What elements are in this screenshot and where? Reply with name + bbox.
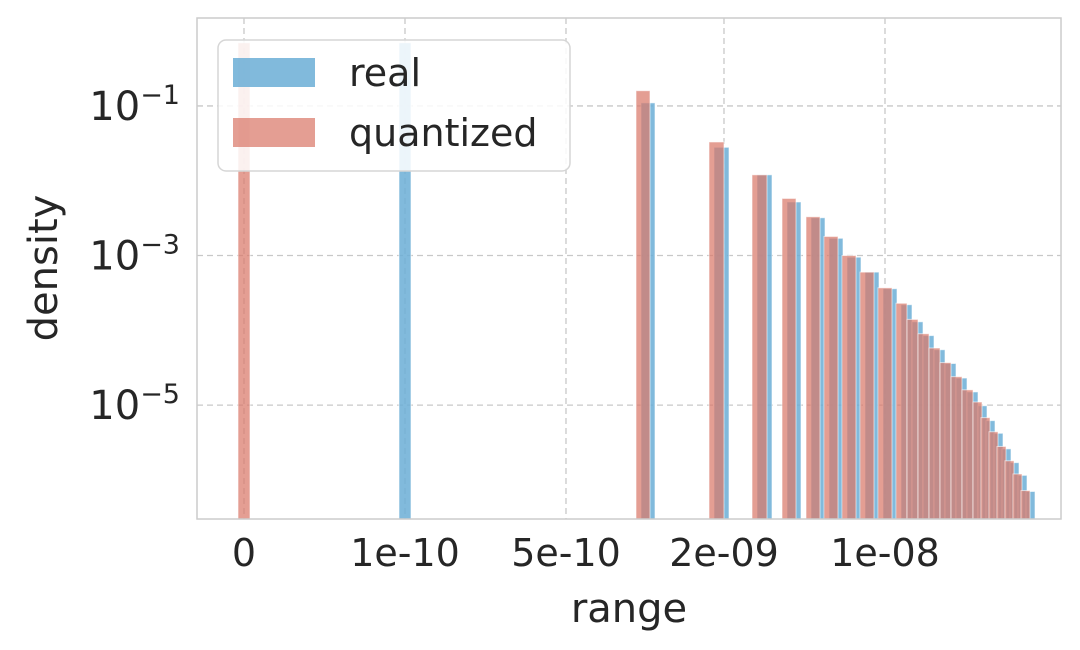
quantized-bar <box>939 362 952 520</box>
x-tick-label: 1e-08 <box>830 531 940 575</box>
x-tick-label: 1e-10 <box>350 531 460 575</box>
quantized-bar <box>781 197 797 520</box>
y-tick-label: 10−5 <box>89 379 180 429</box>
quantized-bar <box>906 318 919 520</box>
x-axis-label: range <box>571 586 687 632</box>
tick-labels: 0 1e-10 5e-10 2e-09 1e-08 10−1 10−3 10−5 <box>89 80 940 575</box>
y-tick-label: 10−1 <box>89 80 180 130</box>
legend-label-quantized: quantized <box>349 111 537 155</box>
quantized-bar <box>961 389 974 520</box>
quantized-bar <box>895 302 908 520</box>
quantized-bar <box>859 271 875 520</box>
x-tick-label: 5e-10 <box>511 531 621 575</box>
legend-label-real: real <box>349 51 421 95</box>
legend: real quantized <box>217 39 571 172</box>
y-tick-label: 10−3 <box>89 230 180 280</box>
quantized-bar <box>708 141 725 520</box>
quantized-bar <box>917 333 930 520</box>
plot-frame <box>196 17 1062 520</box>
real-legend-swatch <box>233 58 315 87</box>
quantized-bar <box>841 255 857 520</box>
quantized-bar <box>823 235 839 520</box>
x-tick-label: 0 <box>232 531 256 575</box>
y-axis-label: density <box>21 195 67 342</box>
quantized-bar <box>950 376 963 520</box>
quantized-bar <box>805 216 821 520</box>
quantized-bar <box>1020 490 1031 520</box>
quantized-bar <box>751 174 768 520</box>
quantized-bar <box>928 347 941 520</box>
quantized-legend-swatch <box>233 118 315 147</box>
quantized-bar <box>635 90 651 520</box>
quantized-bar <box>877 287 893 520</box>
x-tick-label: 2e-09 <box>669 531 779 575</box>
